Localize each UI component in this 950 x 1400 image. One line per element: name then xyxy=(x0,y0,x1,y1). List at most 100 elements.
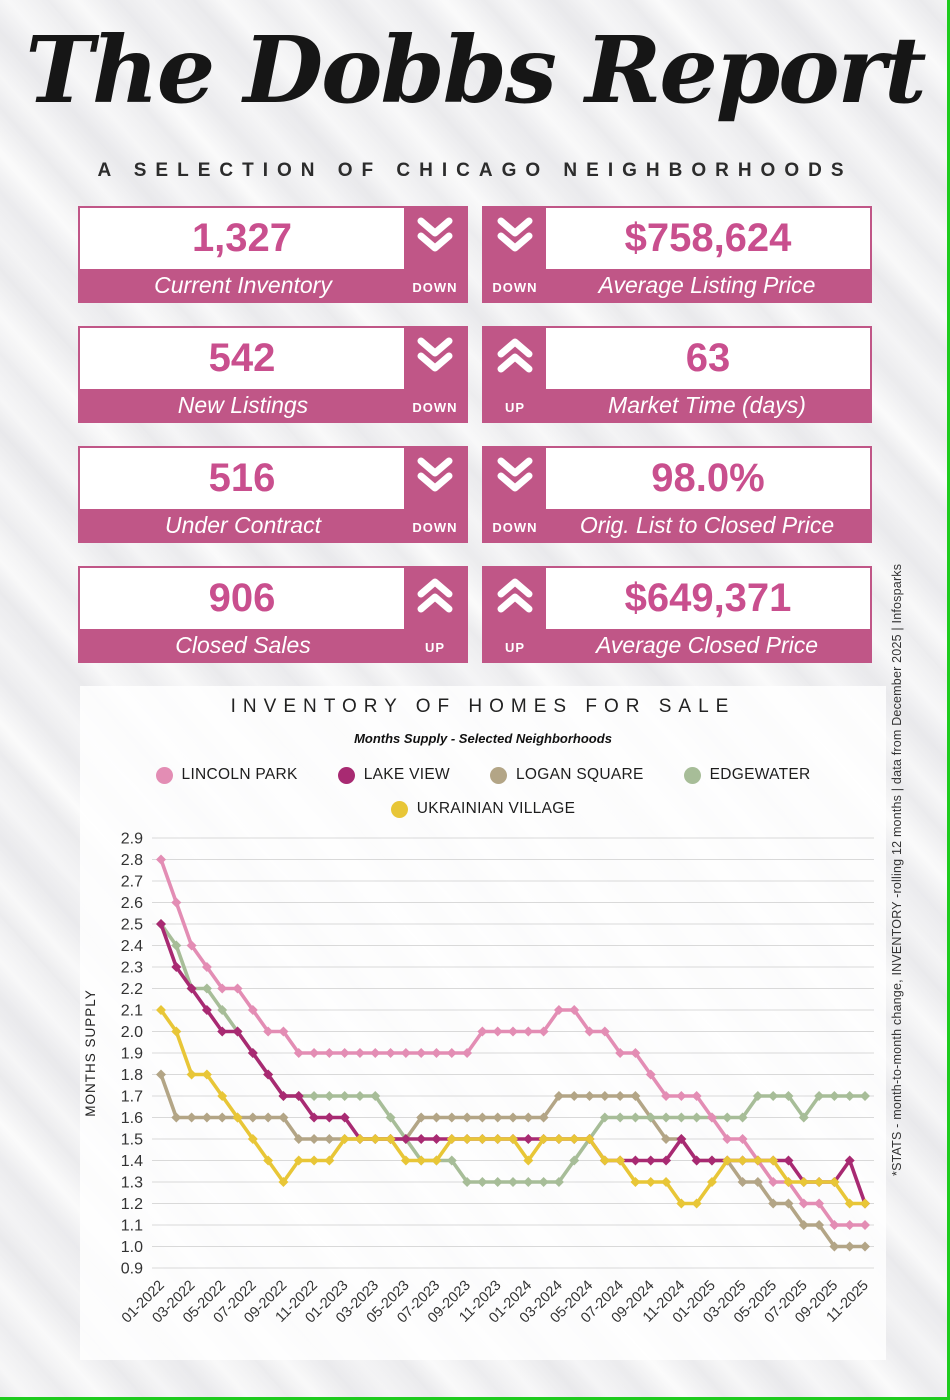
chart-legend-row2: UKRAINIAN VILLAGE xyxy=(80,800,886,818)
y-tick-label: 1.1 xyxy=(121,1218,143,1235)
stat-cards-grid: 1,327 Current Inventory DOWN $758,624 Av… xyxy=(78,206,872,663)
legend-item: LAKE VIEW xyxy=(337,766,450,784)
stat-value: 906 xyxy=(208,576,276,620)
trend-label: DOWN xyxy=(412,520,458,535)
legend-dot-icon xyxy=(489,766,507,784)
legend-dot-icon xyxy=(390,800,408,818)
data-source-note: *STATS - month-to-month change, INVENTOR… xyxy=(890,563,904,1177)
stat-card: 63 Market Time (days) UP xyxy=(482,326,872,423)
stat-value: 516 xyxy=(208,456,276,500)
screen-border-right xyxy=(947,0,950,1400)
y-tick-label: 2.6 xyxy=(121,895,143,912)
trend-label: DOWN xyxy=(412,280,458,295)
trend-label: DOWN xyxy=(492,520,538,535)
legend-label: LOGAN SQUARE xyxy=(515,766,644,783)
stat-value: $649,371 xyxy=(624,576,792,620)
stat-value: 63 xyxy=(685,336,731,380)
legend-item: LOGAN SQUARE xyxy=(489,766,644,784)
stat-value: 98.0% xyxy=(651,456,765,500)
trend-label: UP xyxy=(424,640,446,655)
stat-card: 516 Under Contract DOWN xyxy=(78,446,468,543)
legend-dot-icon xyxy=(683,766,701,784)
legend-label: EDGEWATER xyxy=(709,766,811,783)
trend-strip: UP xyxy=(484,328,546,421)
stat-label: Orig. List to Closed Price xyxy=(544,509,870,541)
screen-border-bottom xyxy=(0,1397,950,1400)
y-tick-label: 2.0 xyxy=(121,1024,143,1041)
stat-label: Average Closed Price xyxy=(544,629,870,661)
y-tick-label: 1.4 xyxy=(121,1153,143,1170)
y-tick-label: 2.1 xyxy=(121,1003,143,1020)
legend-label: LINCOLN PARK xyxy=(181,766,298,783)
chart-legend-row1: LINCOLN PARK LAKE VIEW LOGAN SQUARE EDGEWAT… xyxy=(80,766,886,784)
trend-chevron-icon xyxy=(417,337,453,372)
trend-chevron-icon xyxy=(417,217,453,252)
stat-label: Current Inventory xyxy=(80,269,406,301)
legend-label: UKRAINIAN VILLAGE xyxy=(416,800,576,817)
series-line xyxy=(159,1008,867,1206)
trend-chevron-icon xyxy=(497,578,533,613)
stat-label: New Listings xyxy=(80,389,406,421)
report-title: The Dobbs Report xyxy=(25,16,926,124)
chart-subtitle: Months Supply - Selected Neighborhoods xyxy=(354,731,612,746)
y-tick-label: 1.2 xyxy=(121,1196,143,1213)
y-tick-label: 2.5 xyxy=(121,917,143,934)
stat-value: $758,624 xyxy=(624,216,792,260)
trend-chevron-icon xyxy=(417,457,453,492)
y-axis-label: MONTHS SUPPLY xyxy=(83,989,98,1117)
y-tick-label: 1.7 xyxy=(121,1089,143,1106)
trend-chevron-icon xyxy=(417,578,453,613)
legend-item: LINCOLN PARK xyxy=(155,766,298,784)
stat-label: Under Contract xyxy=(80,509,406,541)
y-tick-label: 2.7 xyxy=(121,874,143,891)
y-tick-label: 0.9 xyxy=(121,1261,143,1278)
trend-label: DOWN xyxy=(412,400,458,415)
chart-section: INVENTORY OF HOMES FOR SALE Months Suppl… xyxy=(80,686,886,1360)
stat-value: 1,327 xyxy=(191,216,293,260)
legend-item: UKRAINIAN VILLAGE xyxy=(390,800,576,818)
y-tick-label: 1.5 xyxy=(121,1132,143,1149)
y-tick-label: 1.3 xyxy=(121,1175,143,1192)
trend-strip: DOWN xyxy=(404,208,466,301)
report-subtitle: A SELECTION OF CHICAGO NEIGHBORHOODS xyxy=(97,160,853,181)
trend-strip: UP xyxy=(404,568,466,661)
y-tick-label: 2.9 xyxy=(121,831,143,848)
trend-chevron-icon xyxy=(497,338,533,373)
trend-strip: DOWN xyxy=(484,448,546,541)
trend-chevron-icon xyxy=(497,217,533,252)
series-line xyxy=(159,857,867,1227)
stat-card: 906 Closed Sales UP xyxy=(78,566,468,663)
stat-label: Market Time (days) xyxy=(544,389,870,421)
y-tick-label: 2.8 xyxy=(121,852,143,869)
y-tick-label: 1.9 xyxy=(121,1046,143,1063)
stat-value: 542 xyxy=(208,336,276,380)
legend-dot-icon xyxy=(155,766,173,784)
stat-label: Average Listing Price xyxy=(544,269,870,301)
trend-label: UP xyxy=(504,640,526,655)
y-tick-label: 1.8 xyxy=(121,1067,143,1084)
stat-card: 98.0% Orig. List to Closed Price DOWN xyxy=(482,446,872,543)
trend-strip: DOWN xyxy=(404,448,466,541)
y-tick-label: 2.2 xyxy=(121,981,143,998)
y-tick-label: 1.6 xyxy=(121,1110,143,1127)
supply-chart-svg: 0.9 1.0 1.1 1.2 1.3 1.4 1.5 1.6 1.7 1.8 1.9 2.0 2.1 2… xyxy=(83,831,874,1326)
trend-label: DOWN xyxy=(492,280,538,295)
trend-strip: DOWN xyxy=(404,328,466,421)
y-tick-label: 2.3 xyxy=(121,960,143,977)
stat-card: 542 New Listings DOWN xyxy=(78,326,468,423)
stat-label: Closed Sales xyxy=(80,629,406,661)
stat-card: $758,624 Average Listing Price DOWN xyxy=(482,206,872,303)
trend-strip: DOWN xyxy=(484,208,546,301)
chart-title: INVENTORY OF HOMES FOR SALE xyxy=(230,696,736,717)
legend-label: LAKE VIEW xyxy=(363,766,450,783)
y-tick-label: 2.4 xyxy=(121,938,143,955)
stat-card: 1,327 Current Inventory DOWN xyxy=(78,206,468,303)
trend-label: UP xyxy=(504,400,526,415)
legend-item: EDGEWATER xyxy=(683,766,811,784)
series-markers xyxy=(156,854,870,1230)
y-tick-label: 1.0 xyxy=(121,1239,143,1256)
trend-strip: UP xyxy=(484,568,546,661)
legend-dot-icon xyxy=(337,766,355,784)
stat-card: $649,371 Average Closed Price UP xyxy=(482,566,872,663)
